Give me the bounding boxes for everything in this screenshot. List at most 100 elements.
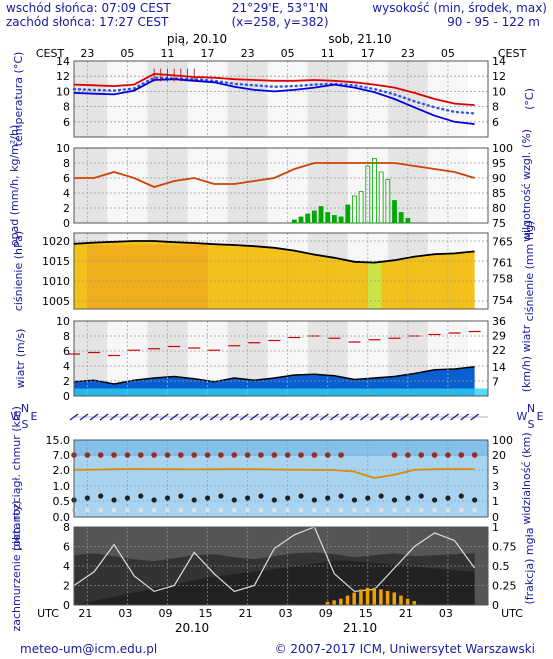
- y-tick-label-left: 15.0: [46, 434, 71, 447]
- top-day-label: pią, 20.10: [167, 32, 227, 46]
- visibility-band-top: [74, 440, 488, 456]
- cloud-top-dot: [191, 452, 197, 458]
- top-hour-label: 23: [241, 47, 255, 60]
- cloud-top-dot: [471, 452, 478, 458]
- fog-bar: [352, 592, 356, 605]
- precip-bar: [385, 179, 391, 224]
- cloud-top-dot: [204, 452, 211, 458]
- wind-arrow-icon: [319, 413, 329, 421]
- wind-arrow-icon: [410, 413, 419, 421]
- y-tick-label-right: 0: [492, 511, 499, 524]
- cloud-low-dot: [258, 507, 264, 513]
- visibility-line: [73, 467, 475, 479]
- precip-bar: [372, 158, 377, 224]
- visibility-ylabel-right: widzialność (km): [520, 432, 533, 524]
- wind-arrow-icon: [400, 413, 409, 421]
- cloud-mid-dot: [124, 495, 131, 501]
- cloud-mid-dot: [285, 495, 291, 501]
- cloud-low-dot: [151, 507, 157, 513]
- cloud-low-dot: [285, 507, 291, 513]
- y-tick-label-left: 6: [63, 172, 70, 185]
- top-time-axis: pią, 20.10 sob, 21.10 CEST CEST 23 05 11 17…: [36, 32, 527, 60]
- y-tick-label-right: 14: [492, 361, 506, 374]
- wind-arrow-icon: [149, 413, 159, 421]
- cloud-mid-dot: [204, 495, 211, 501]
- temperature-panel: 6 8 10 12 14 6 8 10 12 14 temperatura (°C) (°C): [12, 52, 536, 147]
- coords-text: 21°29'E, 53°1'N: [232, 1, 328, 15]
- pressure-line: [73, 240, 475, 264]
- wind-ylabel-left: wiatr (m/s): [14, 329, 27, 389]
- cloud-low-dot: [245, 507, 251, 513]
- cloud-low-dot: [111, 507, 117, 513]
- cloud-mid-dot: [391, 497, 398, 503]
- contact-email[interactable]: meteo-um@icm.edu.pl: [20, 642, 157, 656]
- wind-arrow-icon: [129, 413, 139, 421]
- wind-arrow-icon: [209, 413, 219, 421]
- cloud-top-dot: [431, 452, 438, 458]
- bottom-hour-label: 09: [158, 607, 172, 620]
- cloud-top-dot: [458, 452, 465, 458]
- fog-bar: [379, 589, 383, 605]
- y-tick-label-left: 8: [63, 101, 70, 114]
- y-tick-label-right: 0.5: [492, 560, 510, 573]
- precip-bar: [298, 216, 304, 224]
- sunset-text: zachód słońca: 17:27 CEST: [6, 15, 169, 29]
- y-tick-label-left: 1015: [42, 255, 70, 268]
- cloud-top-dot: [284, 452, 291, 458]
- precip-ylabel-left: opad (mm/h, kg/m²/h): [8, 125, 21, 246]
- cloud-top-dot: [164, 452, 171, 458]
- cloud-mid-dot: [311, 497, 317, 503]
- cloud-mid-dot: [298, 493, 304, 499]
- y-tick-label-left: 10: [56, 85, 70, 98]
- precip-bar: [318, 206, 324, 224]
- bottom-day-label: 20.10: [175, 621, 209, 635]
- fog-bar: [332, 600, 336, 605]
- y-tick-label-right: 7: [492, 375, 499, 388]
- wind-arrow-icon: [249, 413, 259, 421]
- y-tick-label-right: 6: [492, 116, 499, 129]
- cloud-low-dot: [191, 507, 197, 513]
- cloud-top-dot: [391, 452, 398, 458]
- y-tick-label-left: 14: [56, 55, 70, 68]
- cloud-mid-dot: [472, 497, 478, 503]
- temp-ylabel-right: (°C): [523, 88, 536, 110]
- cloud-mid-dot: [405, 495, 411, 501]
- pressure-shade: [87, 245, 208, 309]
- y-tick-label-left: 1005: [42, 295, 70, 308]
- bottom-hour-label: 03: [439, 607, 453, 620]
- precip-bar: [345, 204, 351, 224]
- wind-arrow-icon: [309, 413, 319, 421]
- y-tick-label-left: 7.0: [53, 449, 71, 462]
- wind-arrow-icon: [229, 413, 239, 421]
- y-tick-label-left: 2: [63, 375, 70, 388]
- fog-bar: [405, 598, 410, 605]
- wind-arrow-icon: [420, 413, 429, 421]
- cloud-low-dot: [218, 507, 224, 513]
- cloud-top-dot: [258, 452, 264, 458]
- cloud-low-dot: [205, 507, 210, 513]
- y-tick-label-right: 36: [492, 315, 506, 328]
- wind-arrow-icon: [259, 413, 269, 421]
- wind-arrow-icon: [460, 413, 470, 421]
- cloud-low-dot: [231, 507, 237, 513]
- cloud-mid-dot: [325, 495, 331, 501]
- wind-arrow-icon: [189, 413, 199, 421]
- cloud-top-dot: [311, 452, 318, 458]
- cloud-high-line: [73, 526, 476, 593]
- time-band: [74, 148, 108, 223]
- precip-bar: [311, 210, 317, 224]
- panel-frame: [73, 60, 489, 138]
- wind-ylabel-right: (km/h) wiatr: [520, 324, 533, 392]
- cloud-top-dot: [271, 452, 278, 458]
- cloud-top-dot: [338, 452, 344, 458]
- y-tick-label-left: 6: [63, 541, 70, 554]
- precip-bar: [378, 171, 384, 224]
- wind-arrow-icon: [89, 413, 99, 421]
- top-tz-left: CEST: [36, 47, 65, 60]
- compass-n: N: [21, 402, 29, 415]
- cloud-low-dot: [298, 507, 304, 513]
- sunrise-text: wschód słońca: 07:09 CEST: [6, 1, 171, 15]
- cloud-low-dot: [405, 507, 411, 513]
